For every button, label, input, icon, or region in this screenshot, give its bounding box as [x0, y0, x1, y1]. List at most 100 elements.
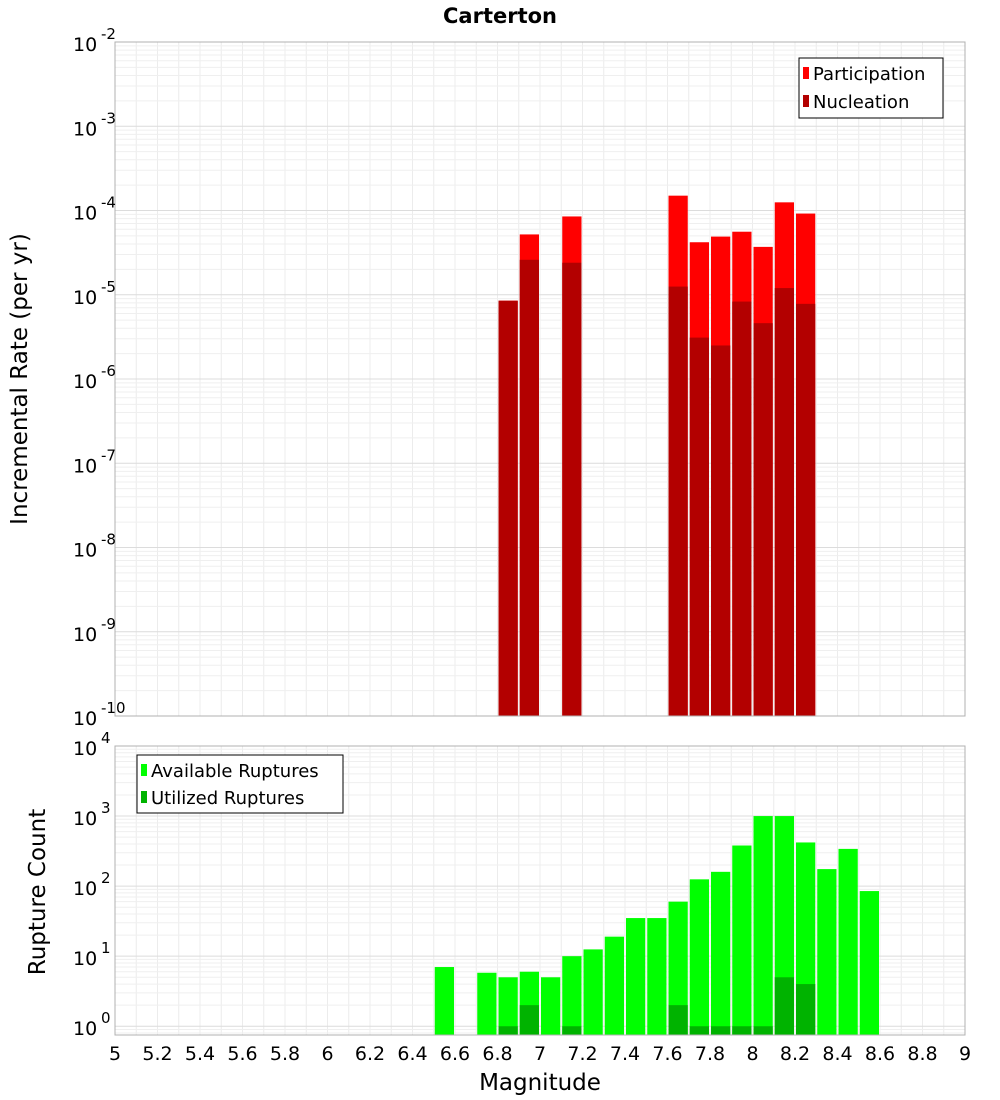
y-tick-exponent: -10 — [101, 699, 126, 717]
count-bar-s2 — [753, 1026, 773, 1035]
x-tick-label: 8 — [746, 1043, 758, 1065]
x-tick-label: 5.8 — [270, 1043, 300, 1065]
count-grid — [115, 746, 966, 1035]
count-bar-s2 — [689, 1026, 709, 1035]
x-tick-label: 8.2 — [780, 1043, 810, 1065]
count-bar-s1 — [562, 956, 582, 1035]
legend-label-available: Available Ruptures — [151, 761, 319, 782]
count-bar-s1 — [817, 869, 837, 1035]
rate-y-axis-label: Incremental Rate (per yr) — [7, 233, 33, 525]
count-bar-s2 — [668, 1005, 688, 1035]
rate-bar-s2 — [796, 303, 816, 716]
rate-bar-s2 — [562, 262, 582, 716]
y-tick-label: 10 — [73, 948, 97, 970]
y-tick-label: 10 — [73, 708, 97, 730]
y-tick-label: 10 — [73, 455, 97, 477]
y-tick-label: 10 — [73, 738, 97, 760]
count-bar-s2 — [774, 977, 794, 1035]
count-bar-s1 — [668, 901, 688, 1035]
y-tick-exponent: -3 — [101, 109, 116, 127]
magnitude-x-ticks: 5 5.2 5.4 5.6 5.8 6 6.2 6.4 6.6 6.8 7 7.2 7.4 7.6 7.8 8… — [109, 1043, 971, 1065]
count-bar-s2 — [498, 1026, 518, 1035]
count-bar-s1 — [689, 879, 709, 1035]
legend-label-nucleation: Nucleation — [813, 92, 909, 113]
y-tick-exponent: 3 — [101, 799, 111, 817]
count-bar-s1 — [859, 891, 879, 1035]
rate-bar-s2 — [668, 286, 688, 716]
x-tick-label: 6 — [321, 1043, 333, 1065]
x-tick-label: 6.8 — [482, 1043, 512, 1065]
count-bar-s2 — [796, 984, 816, 1035]
y-tick-label: 10 — [73, 1018, 97, 1040]
y-tick-label: 10 — [73, 371, 97, 393]
count-bar-s1 — [647, 918, 667, 1035]
x-tick-label: 6.4 — [397, 1043, 427, 1065]
y-tick-exponent: -6 — [101, 362, 116, 380]
x-tick-label: 8.8 — [907, 1043, 937, 1065]
y-tick-exponent: 0 — [101, 1009, 111, 1027]
rate-bar-s2 — [753, 323, 773, 716]
y-tick-label: 10 — [73, 808, 97, 830]
count-bar-s1 — [838, 848, 858, 1035]
x-tick-label: 7.4 — [610, 1043, 640, 1065]
x-tick-label: 6.6 — [440, 1043, 470, 1065]
count-bar-s1 — [498, 977, 518, 1035]
x-tick-label: 7 — [534, 1043, 546, 1065]
count-bar-s1 — [434, 967, 454, 1035]
legend-swatch-available — [141, 764, 147, 776]
rate-legend-box — [798, 57, 944, 119]
x-tick-label: 5.6 — [227, 1043, 257, 1065]
count-bar-s1 — [583, 949, 603, 1035]
count-bar-s2 — [732, 1026, 752, 1035]
rate-bars — [498, 195, 816, 717]
rate-bar-s2 — [689, 337, 709, 716]
y-tick-label: 10 — [73, 287, 97, 309]
y-tick-label: 10 — [73, 624, 97, 646]
y-tick-exponent: -8 — [101, 531, 116, 549]
x-tick-label: 5 — [109, 1043, 121, 1065]
count-bar-s1 — [711, 871, 731, 1035]
y-tick-label: 10 — [73, 34, 97, 56]
legend-swatch-participation — [803, 67, 809, 79]
count-bar-s1 — [732, 845, 752, 1035]
rate-bar-s2 — [774, 288, 794, 716]
y-tick-label: 10 — [73, 540, 97, 562]
x-tick-label: 5.2 — [142, 1043, 172, 1065]
count-bar-s2 — [519, 1005, 539, 1035]
y-tick-exponent: 4 — [101, 729, 111, 747]
rate-bar-s2 — [732, 301, 752, 716]
y-tick-exponent: 2 — [101, 869, 111, 887]
count-bar-s2 — [711, 1026, 731, 1035]
rate-bar-s2 — [711, 345, 731, 716]
x-axis-label: Magnitude — [479, 1070, 601, 1096]
y-tick-exponent: -7 — [101, 446, 116, 464]
rate-plot-frame — [114, 41, 966, 717]
legend-swatch-utilized — [141, 791, 147, 803]
rate-grid — [115, 42, 966, 717]
count-bar-s1 — [604, 936, 624, 1035]
count-bar-s1 — [626, 918, 646, 1035]
x-tick-label: 5.4 — [185, 1043, 215, 1065]
count-legend-box — [136, 754, 344, 814]
rate-bar-s2 — [519, 259, 539, 716]
y-tick-exponent: -5 — [101, 278, 116, 296]
y-tick-label: 10 — [73, 118, 97, 140]
count-bar-s2 — [562, 1026, 582, 1035]
legend-label-utilized: Utilized Ruptures — [151, 788, 304, 809]
x-tick-label: 9 — [959, 1043, 971, 1065]
x-tick-label: 8.4 — [822, 1043, 852, 1065]
y-tick-exponent: 1 — [101, 939, 111, 957]
x-tick-label: 7.2 — [567, 1043, 597, 1065]
y-tick-exponent: -9 — [101, 615, 116, 633]
count-bars — [434, 816, 879, 1035]
count-plot-frame — [114, 745, 966, 1036]
y-tick-label: 10 — [73, 203, 97, 225]
rate-legend: Participation Nucleation — [798, 57, 944, 119]
chart-title: Carterton — [443, 4, 557, 28]
y-tick-label: 10 — [73, 878, 97, 900]
x-tick-label: 7.8 — [695, 1043, 725, 1065]
legend-swatch-nucleation — [803, 95, 809, 107]
